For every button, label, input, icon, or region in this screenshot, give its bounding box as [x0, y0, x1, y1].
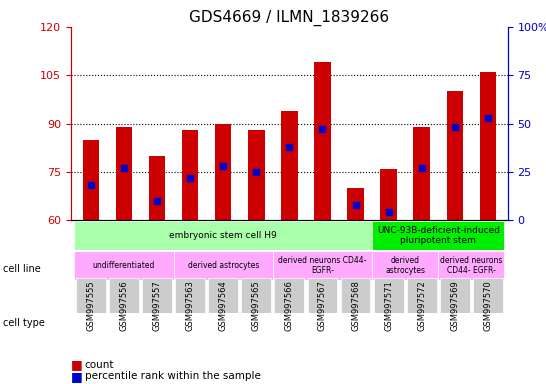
- Text: cell line: cell line: [3, 264, 40, 274]
- FancyBboxPatch shape: [473, 278, 503, 313]
- FancyBboxPatch shape: [407, 278, 437, 313]
- Text: derived
astrocytes: derived astrocytes: [385, 256, 425, 275]
- Text: GSM997556: GSM997556: [120, 280, 128, 331]
- Text: GSM997555: GSM997555: [86, 280, 96, 331]
- Text: percentile rank within the sample: percentile rank within the sample: [85, 371, 260, 381]
- Text: undifferentiated: undifferentiated: [93, 261, 155, 270]
- Text: GSM997569: GSM997569: [450, 280, 459, 331]
- FancyBboxPatch shape: [438, 251, 505, 280]
- Bar: [116, 127, 132, 220]
- Bar: [413, 127, 430, 220]
- FancyBboxPatch shape: [307, 278, 337, 313]
- Bar: [149, 156, 165, 220]
- Text: GSM997568: GSM997568: [351, 280, 360, 331]
- Bar: [447, 91, 463, 220]
- FancyBboxPatch shape: [440, 278, 470, 313]
- Text: GSM997557: GSM997557: [152, 280, 162, 331]
- Bar: [479, 72, 496, 220]
- Bar: [347, 188, 364, 220]
- FancyBboxPatch shape: [341, 278, 370, 313]
- FancyBboxPatch shape: [374, 278, 403, 313]
- Text: derived neurons
CD44- EGFR-: derived neurons CD44- EGFR-: [440, 256, 502, 275]
- FancyBboxPatch shape: [372, 251, 438, 280]
- Text: GSM997570: GSM997570: [483, 280, 492, 331]
- FancyBboxPatch shape: [241, 278, 271, 313]
- Text: derived astrocytes: derived astrocytes: [187, 261, 259, 270]
- Bar: [314, 62, 331, 220]
- Text: GSM997567: GSM997567: [318, 280, 327, 331]
- FancyBboxPatch shape: [209, 278, 238, 313]
- FancyBboxPatch shape: [109, 278, 139, 313]
- FancyBboxPatch shape: [275, 278, 304, 313]
- Bar: [215, 124, 232, 220]
- FancyBboxPatch shape: [273, 251, 372, 280]
- Text: GSM997563: GSM997563: [186, 280, 194, 331]
- FancyBboxPatch shape: [175, 278, 205, 313]
- Title: GDS4669 / ILMN_1839266: GDS4669 / ILMN_1839266: [189, 9, 389, 25]
- Text: ■: ■: [71, 358, 83, 371]
- Text: cell type: cell type: [3, 318, 45, 328]
- Text: GSM997572: GSM997572: [417, 280, 426, 331]
- Bar: [182, 130, 198, 220]
- Text: GSM997571: GSM997571: [384, 280, 393, 331]
- Text: embryonic stem cell H9: embryonic stem cell H9: [169, 231, 277, 240]
- Text: derived neurons CD44-
EGFR-: derived neurons CD44- EGFR-: [278, 256, 367, 275]
- Text: count: count: [85, 360, 114, 370]
- FancyBboxPatch shape: [372, 221, 505, 250]
- Text: GSM997564: GSM997564: [219, 280, 228, 331]
- FancyBboxPatch shape: [74, 221, 372, 250]
- FancyBboxPatch shape: [142, 278, 172, 313]
- Text: GSM997566: GSM997566: [285, 280, 294, 331]
- Text: GSM997565: GSM997565: [252, 280, 261, 331]
- FancyBboxPatch shape: [174, 251, 273, 280]
- Bar: [82, 140, 99, 220]
- Bar: [281, 111, 298, 220]
- Text: UNC-93B-deficient-induced
pluripotent stem: UNC-93B-deficient-induced pluripotent st…: [377, 225, 500, 245]
- Bar: [381, 169, 397, 220]
- Bar: [248, 130, 265, 220]
- FancyBboxPatch shape: [74, 251, 174, 280]
- Text: ■: ■: [71, 370, 83, 383]
- FancyBboxPatch shape: [76, 278, 106, 313]
